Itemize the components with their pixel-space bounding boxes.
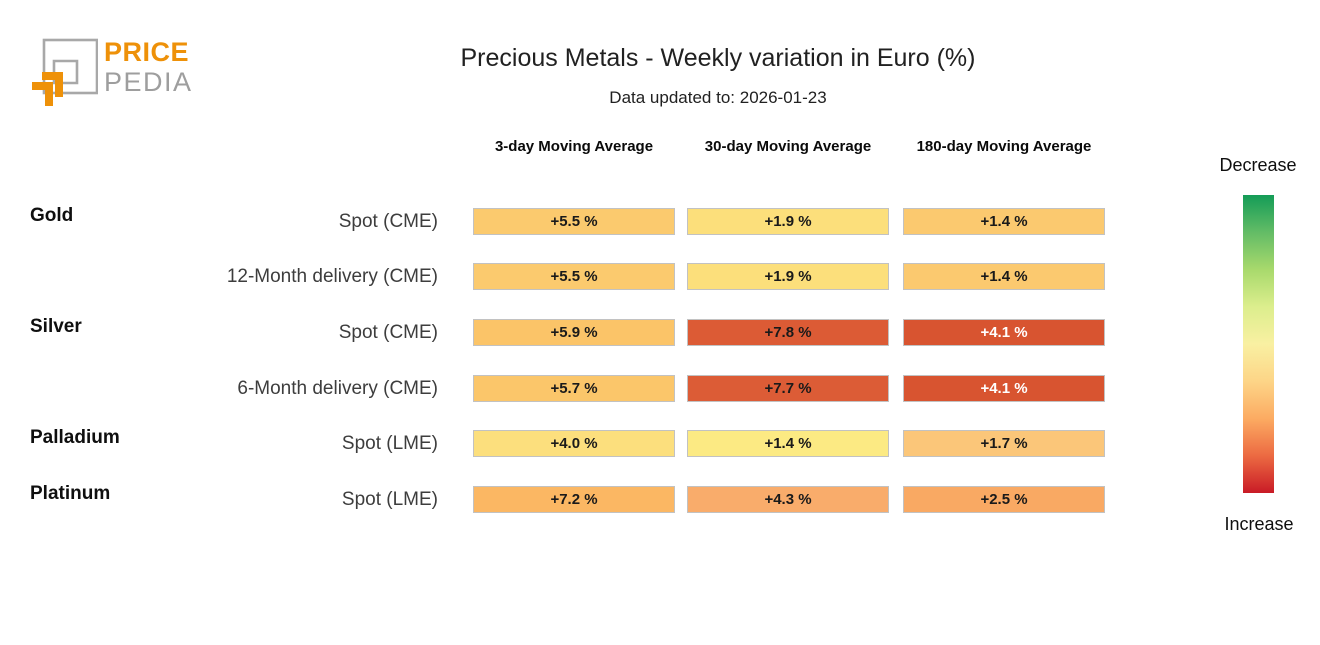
data-updated-subtitle: Data updated to: 2026-01-23 [609, 88, 827, 107]
metal-group-label: Palladium [30, 426, 120, 448]
heatmap-cell: +4.0 % [473, 430, 675, 457]
heatmap-cell: +5.7 % [473, 375, 675, 402]
heatmap-cell: +7.7 % [687, 375, 889, 402]
table-row: 12-Month delivery (CME) +5.5 % +1.9 % +1… [0, 263, 1140, 290]
column-header-180day: 180-day Moving Average [916, 138, 1092, 155]
heatmap-cell: +1.4 % [903, 263, 1105, 290]
brand-price: PRICE [104, 37, 190, 67]
row-label: 6-Month delivery (CME) [237, 377, 438, 399]
heatmap-cell: +1.4 % [903, 208, 1105, 235]
table-row: Palladium Spot (LME) +4.0 % +1.4 % +1.7 … [0, 427, 1140, 457]
pricepedia-logo[interactable]: PRICE PEDIA [32, 36, 282, 111]
metal-group-label: Gold [30, 204, 74, 226]
metal-group-label: Platinum [30, 482, 111, 504]
pricepedia-logo-mark [32, 38, 98, 106]
row-label: Spot (LME) [341, 432, 438, 454]
metal-group-label: Silver [30, 315, 82, 337]
table-row: 6-Month delivery (CME) +5.7 % +7.7 % +4.… [0, 375, 1140, 402]
brand-text: PRICE PEDIA [104, 39, 193, 96]
row-label: Spot (LME) [341, 488, 438, 510]
heatmap-cell: +5.9 % [473, 319, 675, 346]
page-title: Precious Metals - Weekly variation in Eu… [460, 44, 976, 72]
table-row: Platinum Spot (LME) +7.2 % +4.3 % +2.5 % [0, 483, 1140, 513]
table-row: Silver Spot (CME) +5.9 % +7.8 % +4.1 % [0, 316, 1140, 346]
table-row: Gold Spot (CME) +5.5 % +1.9 % +1.4 % [0, 205, 1140, 235]
heatmap-cell: +1.4 % [687, 430, 889, 457]
heatmap-cell: +4.3 % [687, 486, 889, 513]
row-label: Spot (CME) [338, 210, 438, 232]
heatmap-cell: +1.9 % [687, 208, 889, 235]
row-label: 12-Month delivery (CME) [226, 265, 438, 287]
heatmap-cell: +4.1 % [903, 375, 1105, 402]
legend-decrease-label: Decrease [1219, 155, 1297, 175]
heatmap-cell: +7.8 % [687, 319, 889, 346]
row-label: Spot (CME) [338, 321, 438, 343]
heatmap-cell: +7.2 % [473, 486, 675, 513]
column-header-3day: 3-day Moving Average [494, 138, 654, 155]
heatmap-cell: +4.1 % [903, 319, 1105, 346]
heatmap-cell: +5.5 % [473, 208, 675, 235]
heatmap-cell: +5.5 % [473, 263, 675, 290]
brand-pedia: PEDIA [104, 67, 193, 97]
legend-increase-label: Increase [1224, 514, 1294, 534]
heatmap-cell: +1.7 % [903, 430, 1105, 457]
legend-gradient [1243, 195, 1274, 493]
column-header-30day: 30-day Moving Average [704, 138, 872, 155]
heatmap-cell: +1.9 % [687, 263, 889, 290]
heatmap-cell: +2.5 % [903, 486, 1105, 513]
